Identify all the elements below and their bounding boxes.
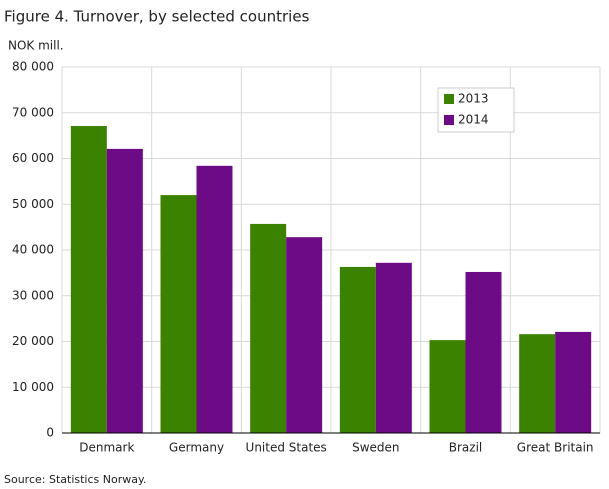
bar bbox=[429, 340, 466, 433]
bar bbox=[519, 334, 556, 433]
source: Source: Statistics Norway. bbox=[4, 473, 146, 486]
bar bbox=[70, 126, 107, 433]
y-tick-label: 30 000 bbox=[12, 288, 54, 302]
x-tick-label: Brazil bbox=[449, 441, 483, 455]
y-tick-label: 60 000 bbox=[12, 151, 54, 165]
y-axis-label: NOK mill. bbox=[8, 39, 64, 53]
x-tick-label: Germany bbox=[169, 441, 224, 455]
legend-swatch bbox=[444, 94, 454, 104]
bar bbox=[465, 271, 502, 433]
x-tick-label: United States bbox=[246, 441, 327, 455]
legend-swatch bbox=[444, 115, 454, 125]
bar bbox=[339, 266, 376, 433]
y-tick-label: 80 000 bbox=[12, 60, 54, 74]
bar bbox=[160, 195, 197, 433]
x-tick-label: Denmark bbox=[79, 441, 134, 455]
x-tick-label: Sweden bbox=[352, 441, 399, 455]
y-tick-label: 40 000 bbox=[12, 243, 54, 257]
y-tick-label: 70 000 bbox=[12, 105, 54, 119]
bar bbox=[196, 165, 233, 433]
bar bbox=[555, 331, 592, 433]
y-tick-label: 10 000 bbox=[12, 380, 54, 394]
legend-label: 2013 bbox=[458, 92, 489, 106]
y-tick-label: 0 bbox=[46, 426, 54, 440]
chart-title: Figure 4. Turnover, by selected countrie… bbox=[4, 8, 310, 26]
bar bbox=[375, 262, 412, 433]
legend-label: 2014 bbox=[458, 113, 489, 127]
bar bbox=[106, 148, 143, 433]
y-tick-label: 50 000 bbox=[12, 197, 54, 211]
bar bbox=[250, 223, 287, 433]
x-tick-label: Great Britain bbox=[517, 441, 594, 455]
y-tick-label: 20 000 bbox=[12, 334, 54, 348]
bar bbox=[286, 237, 323, 433]
